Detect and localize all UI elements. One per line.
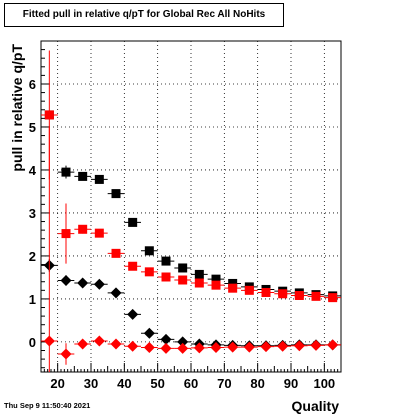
data-point-square	[111, 248, 121, 258]
data-point-diamond	[143, 341, 155, 353]
x-tick-label: 70	[217, 376, 231, 391]
data-point-diamond	[160, 342, 172, 354]
x-tick-label: 90	[284, 376, 298, 391]
chart-title: Fitted pull in relative q/pT for Global …	[4, 3, 284, 27]
data-point-square	[161, 256, 171, 266]
data-point-square	[261, 287, 271, 297]
data-point-diamond	[93, 335, 105, 347]
data-point-square	[144, 246, 154, 256]
data-point-diamond	[160, 333, 172, 345]
data-point-diamond	[127, 340, 139, 352]
data-point-square	[94, 228, 104, 238]
data-point-square	[144, 267, 154, 277]
data-point-square	[228, 278, 238, 288]
data-point-diamond	[77, 338, 89, 350]
x-tick-label: 30	[84, 376, 98, 391]
data-point-square	[294, 290, 304, 300]
data-point-square	[178, 263, 188, 273]
data-point-diamond	[260, 341, 272, 353]
data-point-diamond	[243, 341, 255, 353]
data-point-diamond	[327, 339, 339, 351]
axis-layer: 20 30 40 50 60 70 80 90 100 0 1 2 3 4 5 6	[29, 40, 342, 391]
data-point-diamond	[93, 278, 105, 290]
data-point-square	[128, 217, 138, 227]
data-point-square	[194, 278, 204, 288]
plot-frame	[40, 40, 342, 373]
y-tick-label: 0	[29, 335, 36, 350]
data-point-diamond	[227, 341, 239, 353]
data-point-square	[194, 269, 204, 279]
y-tick-label: 6	[29, 77, 36, 92]
data-point-square	[328, 293, 338, 303]
data-point-diamond	[210, 341, 222, 353]
data-point-square	[61, 167, 71, 177]
x-axis-label: Quality	[292, 398, 340, 414]
y-tick-label: 3	[29, 206, 36, 221]
data-point-square	[211, 280, 221, 290]
data-point-diamond	[43, 335, 55, 347]
data-point-diamond	[177, 342, 189, 354]
data-point-diamond	[193, 342, 205, 354]
x-tick-label: 80	[250, 376, 264, 391]
data-point-diamond	[60, 274, 72, 286]
data-point-square	[44, 110, 54, 120]
data-point-square	[278, 289, 288, 299]
data-point-square	[244, 285, 254, 295]
data-point-square	[78, 171, 88, 181]
data-point-square	[211, 274, 221, 284]
y-axis-label: pull in relative q/pT	[9, 44, 25, 172]
x-tick-label: 20	[50, 376, 64, 391]
data-point-diamond	[110, 287, 122, 299]
data-point-diamond	[277, 340, 289, 352]
data-point-square	[94, 174, 104, 184]
series-4	[41, 126, 341, 372]
data-point-square	[161, 272, 171, 282]
data-point-diamond	[60, 348, 72, 360]
data-point-diamond	[293, 340, 305, 352]
data-point-diamond	[177, 336, 189, 348]
data-point-diamond	[310, 339, 322, 351]
x-tick-label: 60	[184, 376, 198, 391]
data-point-square	[111, 189, 121, 199]
data-point-diamond	[77, 277, 89, 289]
data-point-diamond	[110, 338, 122, 350]
x-tick-label: 50	[150, 376, 164, 391]
y-tick-label: 4	[29, 163, 37, 178]
y-tick-label: 5	[29, 120, 36, 135]
data-point-square	[128, 261, 138, 271]
x-tick-label: 100	[313, 376, 335, 391]
data-point-diamond	[143, 327, 155, 339]
data-point-square	[228, 283, 238, 293]
data-point-square	[178, 275, 188, 285]
data-point-square	[78, 224, 88, 234]
y-tick-label: 2	[29, 249, 36, 264]
data-point-square	[311, 291, 321, 301]
y-tick-label: 1	[29, 292, 36, 307]
grid-layer	[41, 41, 341, 372]
data-layer	[41, 50, 341, 372]
data-point-square	[61, 229, 71, 239]
x-tick-label: 40	[117, 376, 131, 391]
timestamp: Thu Sep 9 11:50:40 2021	[4, 401, 91, 410]
data-point-diamond	[127, 308, 139, 320]
